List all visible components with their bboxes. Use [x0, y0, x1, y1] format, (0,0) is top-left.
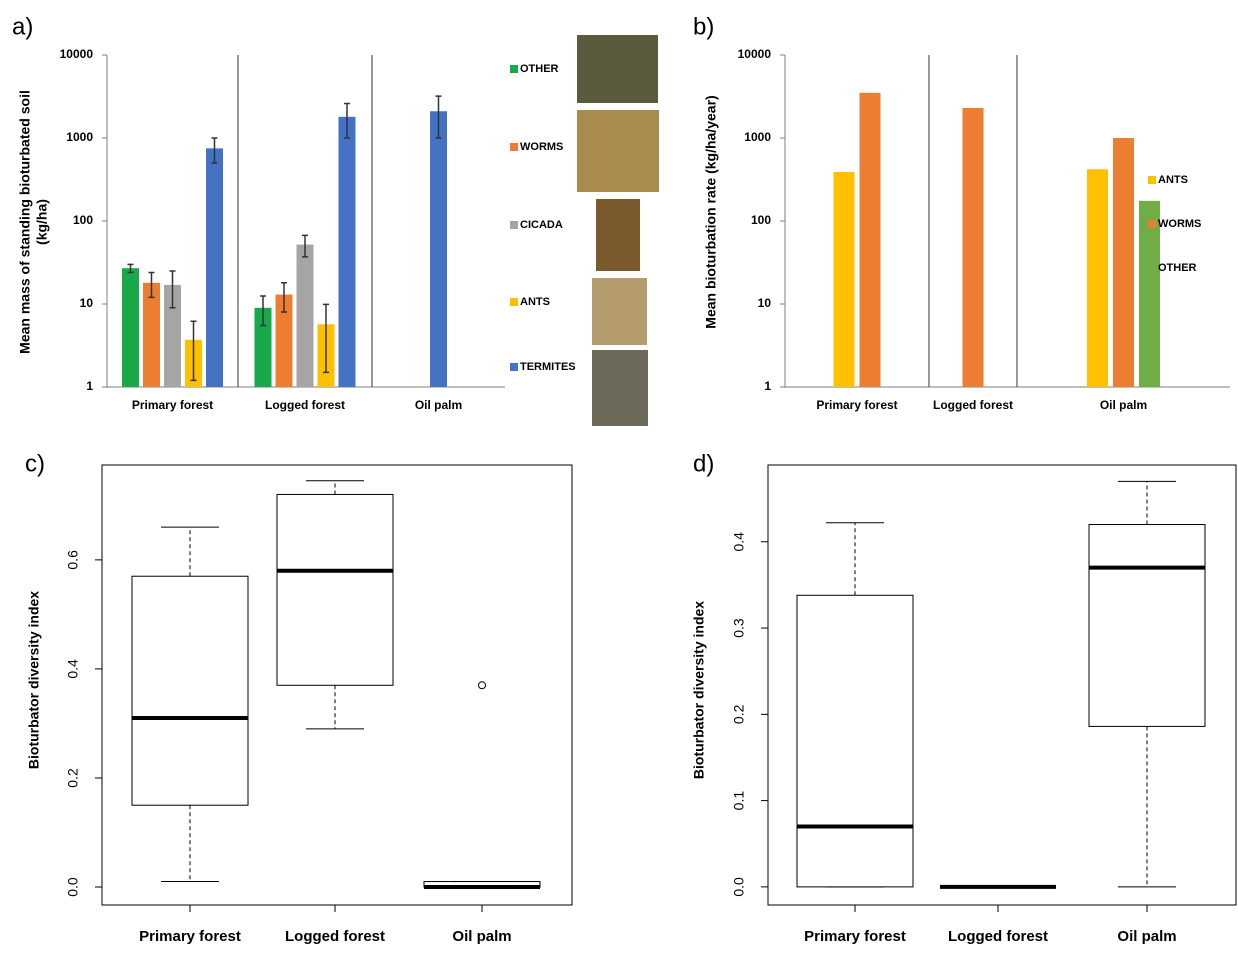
legend-swatch: [1148, 220, 1156, 228]
legend-label: WORMS: [520, 141, 563, 153]
x-tick-label: Logged forest: [285, 928, 385, 945]
photo: [596, 199, 640, 271]
y-tick-label: 100: [751, 213, 771, 227]
y-tick-label: 0.0: [65, 877, 81, 897]
error-bar: [435, 95, 442, 139]
x-tick-label: Logged forest: [948, 928, 1048, 945]
y-tick-label: 0.4: [731, 532, 747, 552]
x-tick-label: Oil palm: [452, 928, 511, 945]
error-bar: [281, 282, 287, 313]
y-tick-label: 10: [80, 296, 94, 310]
legend-label: WORMS: [1158, 218, 1201, 230]
y-tick-label: 1000: [744, 130, 771, 144]
y-axis-label: Mean bioturbation rate (kg/ha/year): [703, 95, 719, 328]
y-axis-label: (kg/ha): [34, 199, 50, 245]
y-tick-label: 0.0: [731, 877, 747, 897]
error-bar: [211, 137, 218, 164]
error-bar: [148, 271, 155, 299]
panel-label: b): [693, 13, 714, 40]
error-bar: [323, 303, 329, 374]
x-tick-label: Oil palm: [415, 398, 462, 412]
error-bar: [190, 320, 197, 382]
box: [796, 594, 914, 888]
bar: [1087, 169, 1108, 387]
error-bar: [260, 295, 266, 327]
bar: [296, 244, 314, 387]
plot-frame: [101, 464, 573, 906]
legend-label: OTHER: [1158, 262, 1197, 274]
bar: [859, 92, 881, 388]
y-tick-label: 10000: [738, 47, 772, 61]
legend-label: ANTS: [520, 296, 550, 308]
x-tick-label: Logged forest: [265, 398, 345, 412]
legend-swatch: [510, 65, 518, 73]
y-axis-label: Bioturbator diversity index: [691, 601, 707, 779]
x-tick-label: Primary forest: [132, 398, 213, 412]
photos: [577, 35, 659, 426]
y-tick-label: 0.6: [65, 550, 81, 570]
box: [276, 493, 394, 686]
x-tick-label: Primary forest: [804, 928, 906, 945]
legend-label: ANTS: [1158, 174, 1188, 186]
bar: [254, 307, 272, 387]
x-tick-label: Logged forest: [933, 398, 1013, 412]
photo: [592, 278, 647, 345]
error-bar: [344, 102, 350, 139]
x-tick-label: Oil palm: [1117, 928, 1176, 945]
bar: [1113, 138, 1134, 387]
legend-swatch: [1148, 176, 1156, 184]
panel-label: a): [12, 13, 33, 40]
y-tick-label: 0.1: [731, 791, 747, 811]
legend-swatch: [510, 363, 518, 371]
y-tick-label: 0.2: [65, 768, 81, 788]
bar: [338, 116, 356, 388]
photo: [577, 35, 658, 103]
legend-label: OTHER: [520, 63, 559, 75]
error-bar: [127, 263, 134, 274]
bar: [164, 284, 181, 387]
photo: [577, 110, 659, 192]
bar: [275, 294, 293, 387]
outlier: [478, 681, 486, 690]
bar: [122, 268, 139, 387]
box: [131, 575, 249, 806]
y-tick-label: 0.4: [65, 659, 81, 679]
y-tick-label: 1: [764, 379, 771, 393]
bar: [962, 107, 984, 387]
y-axis-label: Bioturbator diversity index: [26, 591, 42, 769]
bar: [833, 171, 855, 387]
error-bar: [302, 234, 308, 258]
bar: [1139, 200, 1160, 387]
bar: [430, 111, 447, 387]
y-axis-label: Mean mass of standing bioturbated soil: [17, 90, 33, 354]
panel-label: c): [25, 450, 45, 477]
legend-swatch: [510, 221, 518, 229]
bar: [206, 148, 223, 387]
y-tick-label: 0.2: [731, 704, 747, 724]
x-tick-label: Oil palm: [1100, 398, 1147, 412]
photo: [592, 350, 648, 426]
panel-label: d): [693, 450, 714, 477]
x-tick-label: Primary forest: [816, 398, 897, 412]
y-tick-label: 0.3: [731, 618, 747, 638]
y-tick-label: 1000: [66, 130, 93, 144]
legend-swatch: [510, 298, 518, 306]
box: [1088, 524, 1206, 727]
x-tick-label: Primary forest: [139, 928, 241, 945]
y-tick-label: 1: [86, 379, 93, 393]
y-tick-label: 100: [73, 213, 93, 227]
legend-swatch: [1148, 264, 1156, 272]
error-bar: [169, 270, 176, 309]
legend-swatch: [510, 143, 518, 151]
bar: [143, 282, 160, 387]
y-tick-label: 10000: [60, 47, 94, 61]
legend-label: CICADA: [520, 219, 563, 231]
legend-label: TERMITES: [520, 361, 576, 373]
plot-frame: [767, 464, 1237, 906]
y-tick-label: 10: [758, 296, 772, 310]
